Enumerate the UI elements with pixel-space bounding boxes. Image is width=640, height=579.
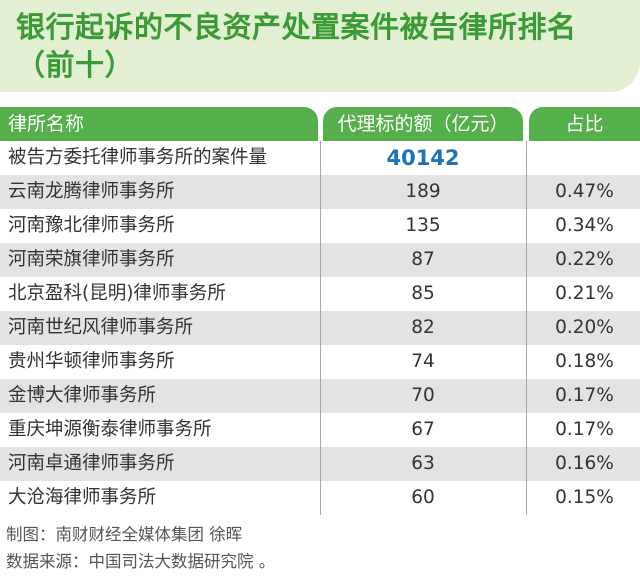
firm-name: 北京盈科(昆明)律师事务所 [8,283,226,304]
firm-share: 0.47% [555,181,614,202]
firm-share: 0.18% [555,351,614,372]
firm-name: 大沧海律师事务所 [8,487,157,508]
firm-share: 0.17% [555,385,614,406]
firm-amount: 189 [405,181,441,202]
firm-share: 0.16% [555,453,614,474]
summary-amount: 40142 [386,146,460,170]
table-row: 北京盈科(昆明)律师事务所 85 0.21% [0,277,640,311]
firm-amount: 70 [411,385,435,406]
firm-amount: 63 [411,453,435,474]
firm-share: 0.15% [555,487,614,508]
firm-name: 河南豫北律师事务所 [8,215,175,236]
firm-amount: 87 [411,249,435,270]
table-row: 大沧海律师事务所 60 0.15% [0,481,640,515]
firm-amount: 67 [411,419,435,440]
firm-amount: 74 [411,351,435,372]
summary-row: 被告方委托律师事务所的案件量 40142 [0,141,640,175]
header-firm-name: 律所名称 [0,107,318,141]
chart-credit: 制图：南财财经全媒体集团 徐晖 [6,525,243,544]
summary-share [529,141,640,175]
column-divider [320,141,321,515]
firm-amount: 85 [411,283,435,304]
firm-name: 重庆坤源衡泰律师事务所 [8,419,212,440]
footer: 制图：南财财经全媒体集团 徐晖 数据来源：中国司法大数据研究院 。 [6,521,275,575]
header-share: 占比 [529,107,640,141]
title-banner: 银行起诉的不良资产处置案件被告律所排名 （前十） [0,0,640,92]
firm-name: 云南龙腾律师事务所 [8,181,175,202]
chart-subtitle: （前十） [16,48,135,82]
table-row: 贵州华顿律师事务所 74 0.18% [0,345,640,379]
firm-share: 0.34% [555,215,614,236]
firm-amount: 60 [411,487,435,508]
firm-amount: 82 [411,317,435,338]
firm-name: 河南世纪风律师事务所 [8,317,194,338]
firm-name: 河南荣旗律师事务所 [8,249,175,270]
firm-share: 0.17% [555,419,614,440]
firm-share: 0.20% [555,317,614,338]
firm-share: 0.22% [555,249,614,270]
firm-share: 0.21% [555,283,614,304]
table-row: 重庆坤源衡泰律师事务所 67 0.17% [0,413,640,447]
summary-name: 被告方委托律师事务所的案件量 [8,147,268,168]
data-source: 数据来源：中国司法大数据研究院 。 [6,552,276,571]
table-header: 律所名称 代理标的额（亿元） 占比 [0,107,640,141]
chart-title: 银行起诉的不良资产处置案件被告律所排名 [16,10,577,44]
column-divider [526,141,527,515]
ranking-table: 律所名称 代理标的额（亿元） 占比 被告方委托律师事务所的案件量 40142 云… [0,107,640,515]
firm-name: 贵州华顿律师事务所 [8,351,175,372]
firm-name: 河南卓通律师事务所 [8,453,175,474]
header-amount: 代理标的额（亿元） [323,107,523,141]
table-row: 河南豫北律师事务所 135 0.34% [0,209,640,243]
firm-amount: 135 [405,215,441,236]
firm-name: 金博大律师事务所 [8,385,157,406]
